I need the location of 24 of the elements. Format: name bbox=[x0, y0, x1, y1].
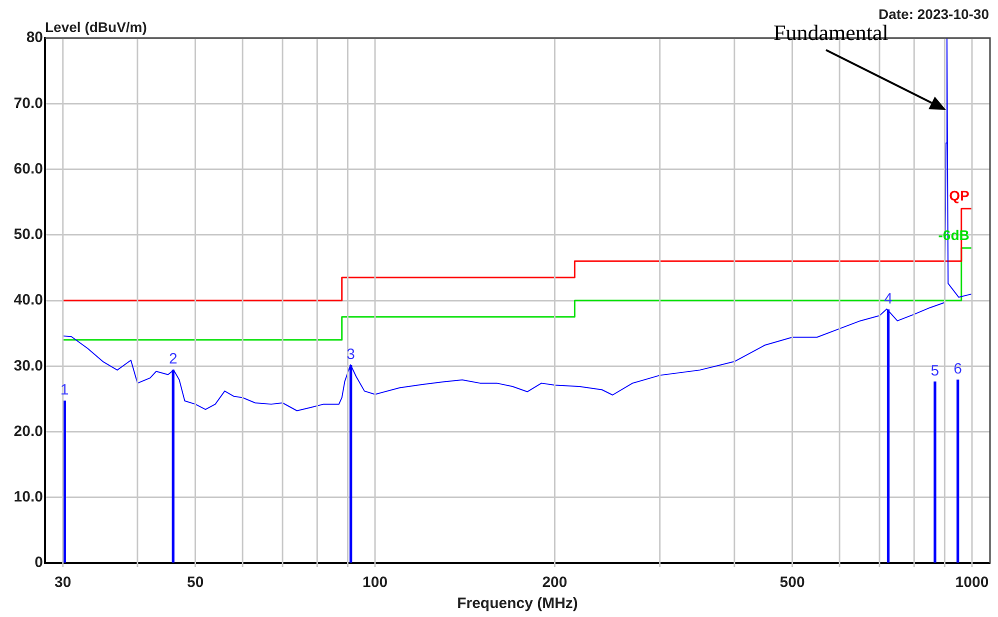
y-tick-label: 70.0 bbox=[14, 94, 43, 112]
x-tick-label: 1000 bbox=[955, 574, 989, 592]
annotation: 2 bbox=[168, 350, 178, 368]
y-tick-label: 50.0 bbox=[14, 226, 43, 244]
annotation: 5 bbox=[930, 362, 940, 380]
x-tick-label: 30 bbox=[54, 574, 72, 592]
x-tick-label: 200 bbox=[542, 574, 568, 592]
annotation: 1 bbox=[60, 382, 69, 399]
y-axis-title: Level (dBuV/m) bbox=[45, 18, 147, 35]
x-tick-label: 500 bbox=[780, 574, 805, 592]
y-tick-label: 30.0 bbox=[14, 357, 43, 374]
y-tick-label: 60.0 bbox=[14, 160, 43, 178]
y-tick-label: 40.0 bbox=[14, 292, 43, 309]
text: Date: 2023-10-30 bbox=[878, 6, 990, 22]
annotation: 3 bbox=[346, 346, 356, 364]
series-label: QP bbox=[949, 187, 970, 204]
y-tick-label: 20.0 bbox=[14, 422, 43, 440]
x-axis-title: Frequency (MHz) bbox=[457, 595, 578, 612]
x-tick-label: 50 bbox=[186, 574, 204, 592]
y-tick-label: 80 bbox=[26, 29, 43, 46]
x-tick-label: 100 bbox=[362, 574, 388, 592]
annotation: 6 bbox=[954, 360, 962, 378]
y-tick-label: 10.0 bbox=[14, 488, 43, 506]
y-tick-label: 0 bbox=[34, 554, 43, 572]
